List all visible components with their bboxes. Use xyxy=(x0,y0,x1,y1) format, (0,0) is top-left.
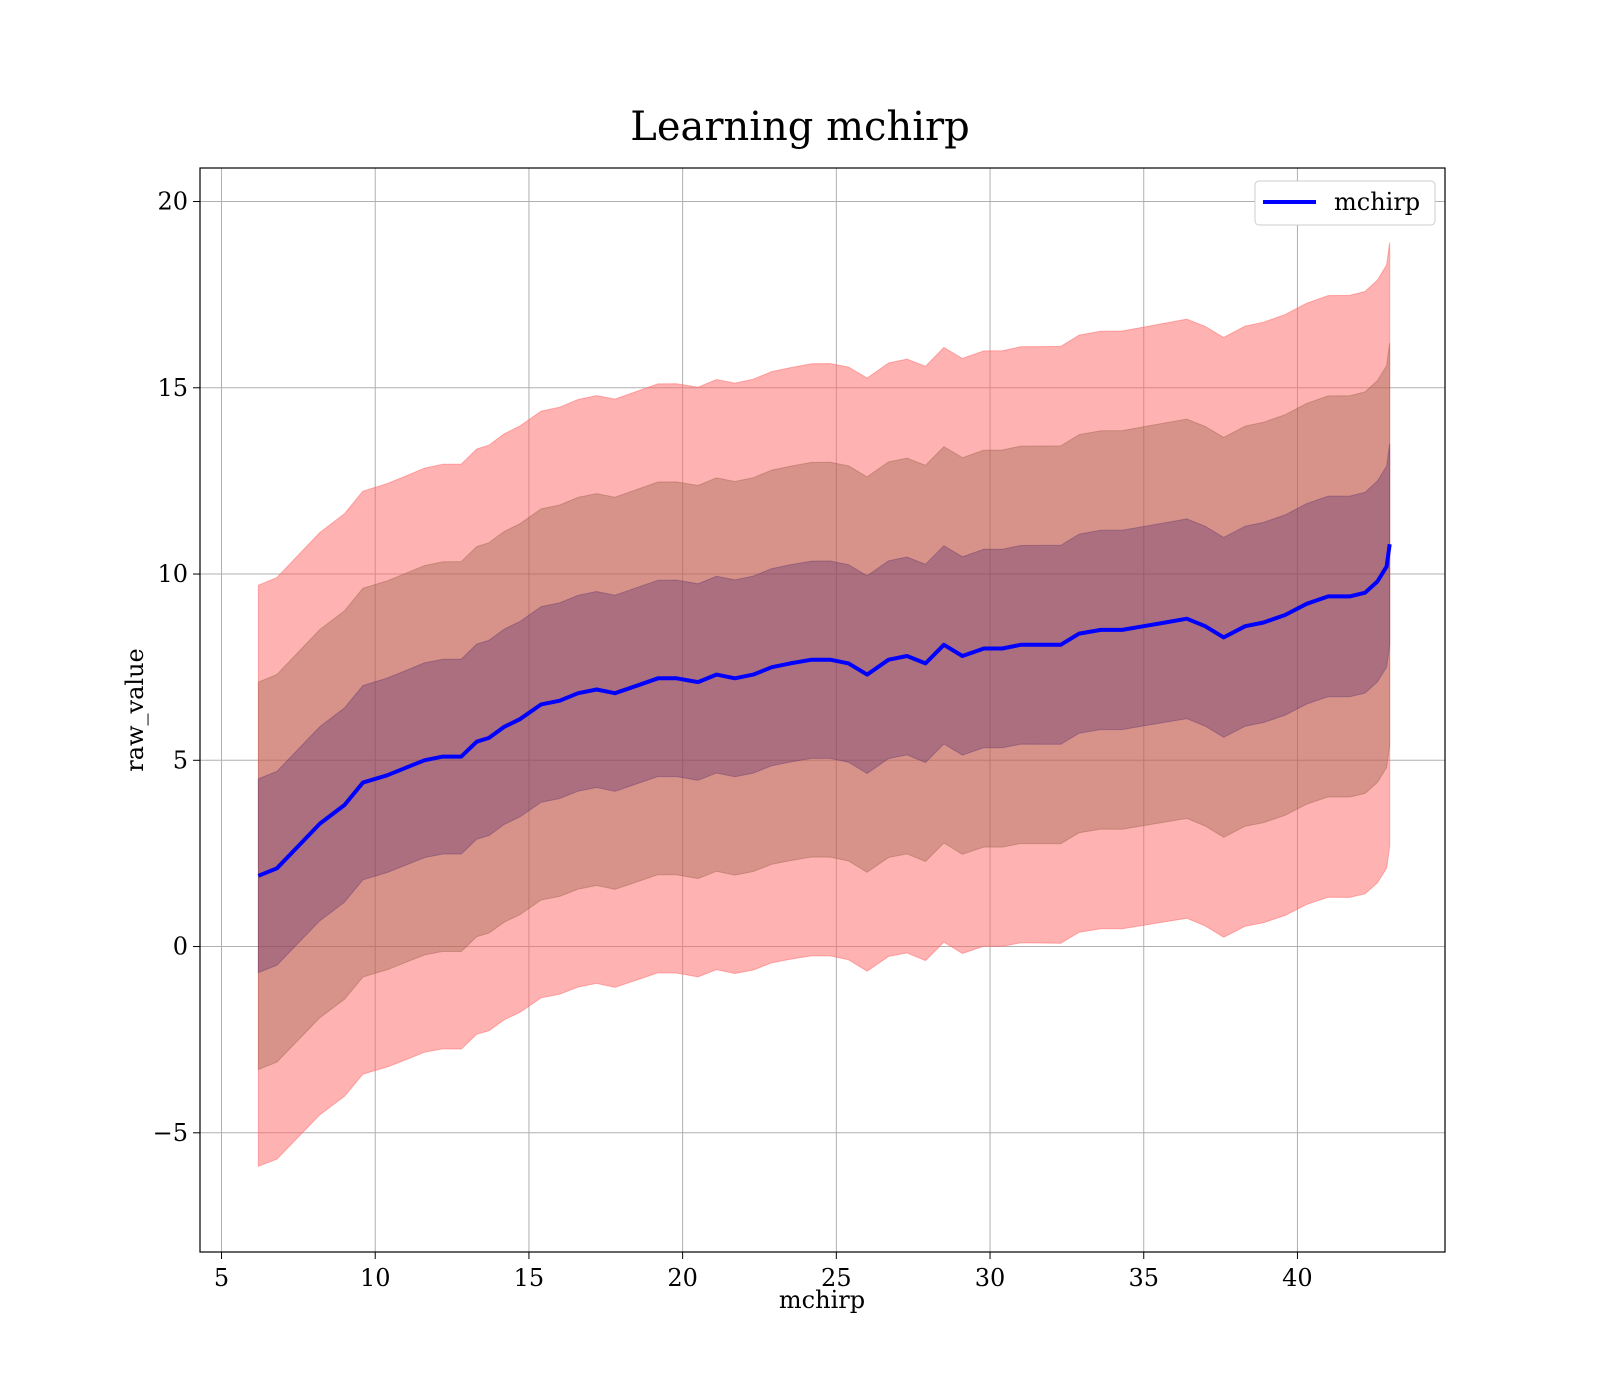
x-tick-label: 15 xyxy=(514,1264,545,1292)
chart-title: Learning mchirp xyxy=(630,104,969,150)
y-tick-label: 5 xyxy=(173,746,188,774)
band-3-sigma xyxy=(257,242,1391,1168)
x-tick-label: 5 xyxy=(214,1264,229,1292)
series-line-mchirp xyxy=(257,543,1392,878)
x-tick-label: 10 xyxy=(360,1264,391,1292)
y-axis-label: raw_value xyxy=(121,648,149,772)
x-tick-label: 25 xyxy=(821,1264,852,1292)
x-tick-label: 35 xyxy=(1128,1264,1159,1292)
plot-frame xyxy=(199,167,1446,1253)
x-axis-label: mchirp xyxy=(779,1286,865,1314)
y-tick-label: 15 xyxy=(157,374,188,402)
x-tick-label: 40 xyxy=(1282,1264,1313,1292)
series-lines xyxy=(257,543,1392,878)
y-tick-label: 20 xyxy=(157,188,188,216)
y-tick-label: −5 xyxy=(153,1119,188,1147)
band-2-sigma xyxy=(257,343,1391,1071)
y-tick-label: 10 xyxy=(157,560,188,588)
x-tick-label: 30 xyxy=(975,1264,1006,1292)
legend: mchirp xyxy=(1254,180,1436,226)
band-1-sigma xyxy=(257,443,1391,974)
x-tick-label: 20 xyxy=(667,1264,698,1292)
x-axis-ticks: 5 10 15 20 25 30 35 40 xyxy=(214,1252,1313,1292)
y-axis-ticks: −5 0 5 10 15 20 xyxy=(153,188,200,1147)
legend-box xyxy=(1254,180,1436,226)
confidence-bands xyxy=(257,242,1391,1168)
legend-label-mchirp: mchirp xyxy=(1334,188,1420,216)
y-tick-label: 0 xyxy=(173,933,188,961)
